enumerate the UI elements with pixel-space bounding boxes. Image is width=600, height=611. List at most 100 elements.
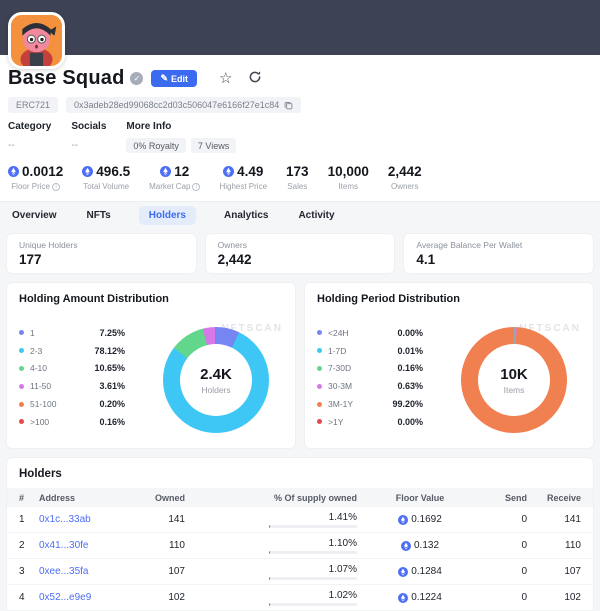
stat-market-cap: 12 Market Cap i	[149, 164, 201, 191]
legend-item[interactable]: 30-3M 0.63%	[317, 377, 423, 395]
floor-value-cell: 0.1284	[357, 566, 483, 577]
contract-address[interactable]: 0x3adeb28ed99068cc2d03c506047e6166f27e1c…	[66, 97, 302, 113]
legend-item[interactable]: >1Y 0.00%	[317, 413, 423, 431]
address-link[interactable]: 0xee...35fa	[39, 566, 89, 577]
star-icon[interactable]: ☆	[219, 70, 233, 87]
column-header-floor-value: Floor Value	[395, 492, 445, 503]
stat-label: Total Volume	[83, 182, 130, 191]
refresh-icon[interactable]	[248, 70, 262, 87]
column-header-receive: Receive	[546, 492, 581, 503]
stat-sales: 173 Sales	[286, 164, 309, 191]
legend-item[interactable]: >100 0.16%	[19, 413, 125, 431]
eth-icon	[160, 166, 172, 177]
legend-label: 3M-1Y	[328, 399, 354, 410]
percent-bar	[269, 576, 357, 580]
legend-percent: 0.00%	[397, 416, 423, 427]
receive-cell: 102	[564, 592, 581, 603]
percent-value: 1.41%	[328, 511, 357, 523]
legend-percent: 10.65%	[94, 363, 125, 374]
tab-overview[interactable]: Overview	[12, 210, 57, 221]
legend-label: <24H	[328, 327, 349, 338]
eth-icon	[398, 566, 409, 577]
column-header-: #	[19, 492, 25, 503]
card-value: 4.1	[416, 252, 436, 267]
send-cell: 0	[521, 540, 527, 551]
legend-item[interactable]: <24H 0.00%	[317, 324, 423, 342]
legend-dot	[317, 365, 322, 371]
column-header-of-supply-owned: % Of supply owned	[273, 492, 357, 503]
tab-nfts[interactable]: NFTs	[86, 210, 111, 221]
chart-legend: <24H 0.00% 1-7D 0.01% 7-30D 0.16% 30-3M …	[317, 305, 423, 433]
supply-owned-cell: 1.10%	[185, 538, 357, 554]
legend-dot	[317, 348, 322, 354]
holders-title: Holders	[19, 468, 62, 480]
stat-value: 173	[286, 164, 309, 179]
column-header-owned: Owned	[154, 492, 185, 503]
legend-item[interactable]: 3M-1Y 99.20%	[317, 395, 423, 413]
legend-percent: 78.12%	[94, 345, 125, 356]
floor-value-cell: 0.132	[357, 540, 483, 551]
eth-icon	[8, 166, 19, 177]
floor-value-cell: 0.1224	[357, 592, 483, 603]
stat-value: 0.0012	[22, 164, 64, 179]
legend-dot	[317, 419, 322, 425]
donut-center-value: 10K	[500, 365, 528, 383]
table-body: 1 0x1c...33ab 141 1.41% 0.1692 0 141 2 0x…	[7, 507, 593, 611]
legend-item[interactable]: 51-100 0.20%	[19, 395, 125, 413]
tab-analytics[interactable]: Analytics	[223, 210, 269, 221]
donut-center-label: Holders	[201, 384, 231, 395]
tab-bar: Overview NFTs Holders Analytics Activity	[0, 202, 600, 229]
stat-label: Owners	[390, 182, 419, 191]
legend-item[interactable]: 1 7.25%	[19, 324, 125, 342]
address-link[interactable]: 0x1c...33ab	[39, 514, 91, 525]
tab-holders[interactable]: Holders	[138, 206, 196, 225]
table-row: 4 0x52...e9e9 102 1.02% 0.1224 0 102	[7, 585, 593, 611]
legend-dot	[317, 383, 322, 389]
summary-card-owners: Owners 2,442	[204, 233, 396, 274]
meta-category: Category --	[8, 121, 52, 151]
legend-percent: 99.20%	[392, 399, 423, 410]
legend-label: 1	[30, 327, 35, 338]
legend-dot	[19, 330, 24, 336]
chart-card-holding-period-distribution: Holding Period Distribution NFTSCAN <24H…	[304, 282, 594, 449]
address-link[interactable]: 0x52...e9e9	[39, 592, 92, 603]
legend-dot	[317, 330, 322, 336]
summary-cards-row: Unique Holders 177 Owners 2,442 Average Ba…	[6, 233, 595, 274]
chart-card-holding-amount-distribution: Holding Amount Distribution NFTSCAN 1 7.…	[6, 282, 296, 449]
supply-owned-cell: 1.02%	[185, 590, 357, 606]
eth-icon	[400, 540, 411, 551]
legend-dot	[19, 419, 24, 425]
rank-cell: 2	[19, 540, 25, 551]
meta-more-info: More Info 0% Royalty 7 Views	[126, 121, 237, 153]
percent-bar	[269, 524, 357, 528]
info-icon: i	[51, 182, 60, 191]
legend-item[interactable]: 2-3 78.12%	[19, 342, 125, 360]
table-row: 2 0x41...30fe 110 1.10% 0.132 0 110	[7, 533, 593, 559]
tab-activity[interactable]: Activity	[298, 210, 335, 221]
watermark: NFTSCAN	[221, 323, 283, 334]
edit-button[interactable]: ✎ Edit	[151, 70, 198, 87]
stat-label: Market Cap	[149, 182, 191, 191]
owned-cell: 110	[169, 540, 185, 551]
legend-label: 51-100	[30, 399, 57, 410]
legend-percent: 0.16%	[397, 363, 423, 374]
collection-avatar	[8, 12, 65, 69]
stat-value: 496.5	[96, 164, 131, 179]
copy-icon[interactable]	[284, 101, 293, 110]
legend-item[interactable]: 11-50 3.61%	[19, 377, 125, 395]
address-link[interactable]: 0x41...30fe	[39, 540, 89, 551]
profile-banner	[0, 0, 600, 55]
views-badge: 7 Views	[190, 138, 237, 153]
receive-cell: 107	[564, 566, 581, 577]
card-value: 2,442	[217, 252, 252, 267]
legend-item[interactable]: 1-7D 0.01%	[317, 342, 423, 360]
owned-cell: 107	[168, 566, 185, 577]
legend-item[interactable]: 4-10 10.65%	[19, 360, 125, 378]
charts-row: Holding Amount Distribution NFTSCAN 1 7.…	[6, 282, 594, 449]
table-row: 1 0x1c...33ab 141 1.41% 0.1692 0 141	[7, 507, 593, 533]
legend-item[interactable]: 7-30D 0.16%	[317, 360, 423, 378]
supply-owned-cell: 1.07%	[185, 564, 357, 580]
eth-icon	[82, 166, 94, 177]
legend-label: 4-10	[30, 363, 48, 374]
legend-percent: 0.16%	[99, 416, 125, 427]
